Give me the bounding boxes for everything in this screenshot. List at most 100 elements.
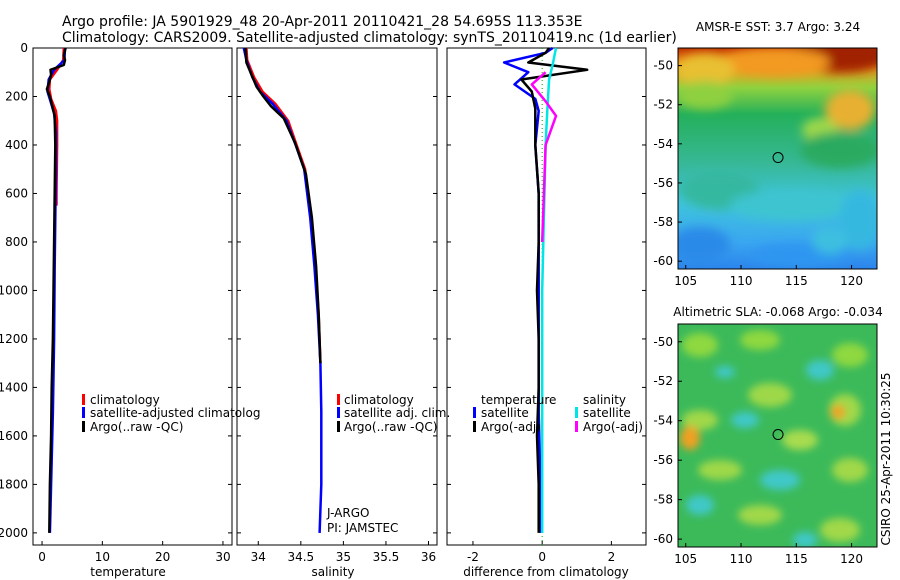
y-tick-label: 1800 xyxy=(0,477,28,491)
x-tick-label: 36 xyxy=(421,550,436,564)
sst-map-yticks: -50 -52 -54 -56 -58 -60 xyxy=(653,59,682,268)
legend-label: satellite xyxy=(481,406,529,420)
temperature-axes xyxy=(32,47,233,546)
x-tick-label: 110 xyxy=(730,552,753,566)
x-tick-label: 20 xyxy=(155,550,170,564)
x-tick-label: 2 xyxy=(608,550,616,564)
y-tick-label: -52 xyxy=(653,98,673,112)
series-line xyxy=(242,47,323,533)
legend-label: Argo(..raw -QC) xyxy=(344,420,437,434)
x-tick-label: 115 xyxy=(785,552,808,566)
y-tick-label: 400 xyxy=(5,138,28,152)
temperature-xlabel: temperature xyxy=(90,565,165,579)
legend-swatch-argo-sal xyxy=(575,421,578,432)
y-tick-label: 1200 xyxy=(0,332,28,346)
y-tick-label: 200 xyxy=(5,89,28,103)
series-line xyxy=(520,47,589,533)
salinity-legend: climatology satellite adj. clim. Argo(..… xyxy=(337,393,450,434)
legend-swatch-sat xyxy=(82,407,85,418)
sla-map-yticks: -50 -52 -54 -56 -58 -60 xyxy=(653,335,682,546)
legend-label: satellite adj. clim. xyxy=(344,406,450,420)
temperature-panel: 0 10 20 30 0 200 400 600 800 1000 1200 1400 1600 180… xyxy=(0,41,260,579)
timestamp-side-label: CSIRO 25-Apr-2011 10:30:25 xyxy=(879,372,893,545)
salinity-xticks: 34 34.5 35 35.5 36 xyxy=(237,47,437,564)
legend-label: Argo(..raw -QC) xyxy=(90,420,183,434)
legend-label: climatology xyxy=(344,393,414,407)
legend-label: climatology xyxy=(90,393,160,407)
x-tick-label: 35.5 xyxy=(373,550,400,564)
y-tick-label: -58 xyxy=(653,215,673,229)
temperature-yticks: 0 200 400 600 800 1000 1200 1400 1600 1800 2000 xyxy=(0,41,232,540)
legend-header-salinity: salinity xyxy=(583,393,626,407)
y-tick-label: -50 xyxy=(653,335,673,349)
series-line xyxy=(530,71,558,243)
y-tick-label: 600 xyxy=(5,186,28,200)
y-tick-label: -60 xyxy=(653,532,673,546)
temperature-legend: climatology satellite-adjusted climatolo… xyxy=(82,393,260,434)
y-tick-label: -60 xyxy=(653,254,673,268)
legend-swatch-sat xyxy=(337,407,340,418)
x-tick-label: 120 xyxy=(840,552,863,566)
x-tick-label: 0 xyxy=(38,550,46,564)
legend-swatch-argo xyxy=(337,421,340,432)
legend-label: satellite xyxy=(583,406,631,420)
sla-map-panel: Altimetric SLA: -0.068 Argo: -0.034 xyxy=(653,305,882,566)
salinity-series xyxy=(242,47,323,533)
x-tick-label: 105 xyxy=(674,274,697,288)
difference-xlabel: difference from climatology xyxy=(463,565,629,579)
legend-swatch-sat-sal xyxy=(575,407,578,418)
sla-map-title: Altimetric SLA: -0.068 Argo: -0.034 xyxy=(673,305,882,319)
sst-map-xticks: 105 110 115 120 xyxy=(674,265,863,288)
legend-swatch-clim xyxy=(337,394,340,405)
float-pi: PI: JAMSTEC xyxy=(327,521,398,535)
sst-map-axes xyxy=(677,47,878,270)
x-tick-label: 34 xyxy=(251,550,266,564)
figure-title-line2: Climatology: CARS2009. Satellite-adjuste… xyxy=(62,30,677,46)
temperature-xticks: 0 10 20 30 xyxy=(38,541,231,564)
salinity-xlabel: salinity xyxy=(311,565,354,579)
legend-label: Argo(-adj) xyxy=(583,420,643,434)
legend-header-temperature: temperature xyxy=(481,393,556,407)
series-line xyxy=(45,47,67,533)
salinity-axes xyxy=(236,47,438,546)
difference-axes xyxy=(446,47,647,546)
x-tick-label: 120 xyxy=(840,274,863,288)
x-tick-label: 110 xyxy=(730,274,753,288)
difference-series xyxy=(502,46,589,533)
x-tick-label: 105 xyxy=(674,552,697,566)
sst-map-title: AMSR-E SST: 3.7 Argo: 3.24 xyxy=(696,20,860,34)
sst-heatmap xyxy=(678,48,877,269)
sla-map-xticks: 105 110 115 120 xyxy=(674,543,863,566)
legend-label: satellite-adjusted climatolog xyxy=(90,406,260,420)
y-tick-label: -54 xyxy=(653,137,673,151)
float-program: J-ARGO xyxy=(326,506,369,520)
y-tick-label: -50 xyxy=(653,59,673,73)
x-tick-label: 30 xyxy=(215,550,230,564)
legend-label: Argo(-adj) xyxy=(481,420,541,434)
difference-panel: -2 0 2 difference from climatology tempera… xyxy=(446,46,647,579)
figure-title-line1: Argo profile: JA 5901929_48 20-Apr-2011 … xyxy=(62,14,583,30)
legend-swatch-clim xyxy=(82,394,85,405)
sla-heatmap xyxy=(678,324,877,547)
y-tick-label: 2000 xyxy=(0,526,28,540)
y-tick-label: -56 xyxy=(653,176,673,190)
sla-map-axes xyxy=(677,323,878,548)
temperature-series xyxy=(45,47,67,533)
x-tick-label: 35 xyxy=(336,550,351,564)
x-tick-label: 34.5 xyxy=(287,550,314,564)
series-line xyxy=(244,47,322,364)
y-tick-label: -54 xyxy=(653,414,673,428)
difference-xticks: -2 0 2 xyxy=(447,47,646,564)
y-tick-label: 800 xyxy=(5,235,28,249)
difference-legend: temperature salinity satellite Argo(-adj… xyxy=(473,393,643,434)
legend-swatch-argo xyxy=(82,421,85,432)
x-tick-label: 0 xyxy=(538,550,546,564)
y-tick-label: -52 xyxy=(653,374,673,388)
x-tick-label: 10 xyxy=(95,550,110,564)
sst-map-panel: AMSR-E SST: 3.7 Argo: 3.24 105 110 115 120 xyxy=(653,20,878,288)
y-tick-label: -56 xyxy=(653,453,673,467)
y-tick-label: -58 xyxy=(653,493,673,507)
legend-swatch-argo xyxy=(473,421,476,432)
x-tick-label: 115 xyxy=(785,274,808,288)
x-tick-label: -2 xyxy=(467,550,479,564)
